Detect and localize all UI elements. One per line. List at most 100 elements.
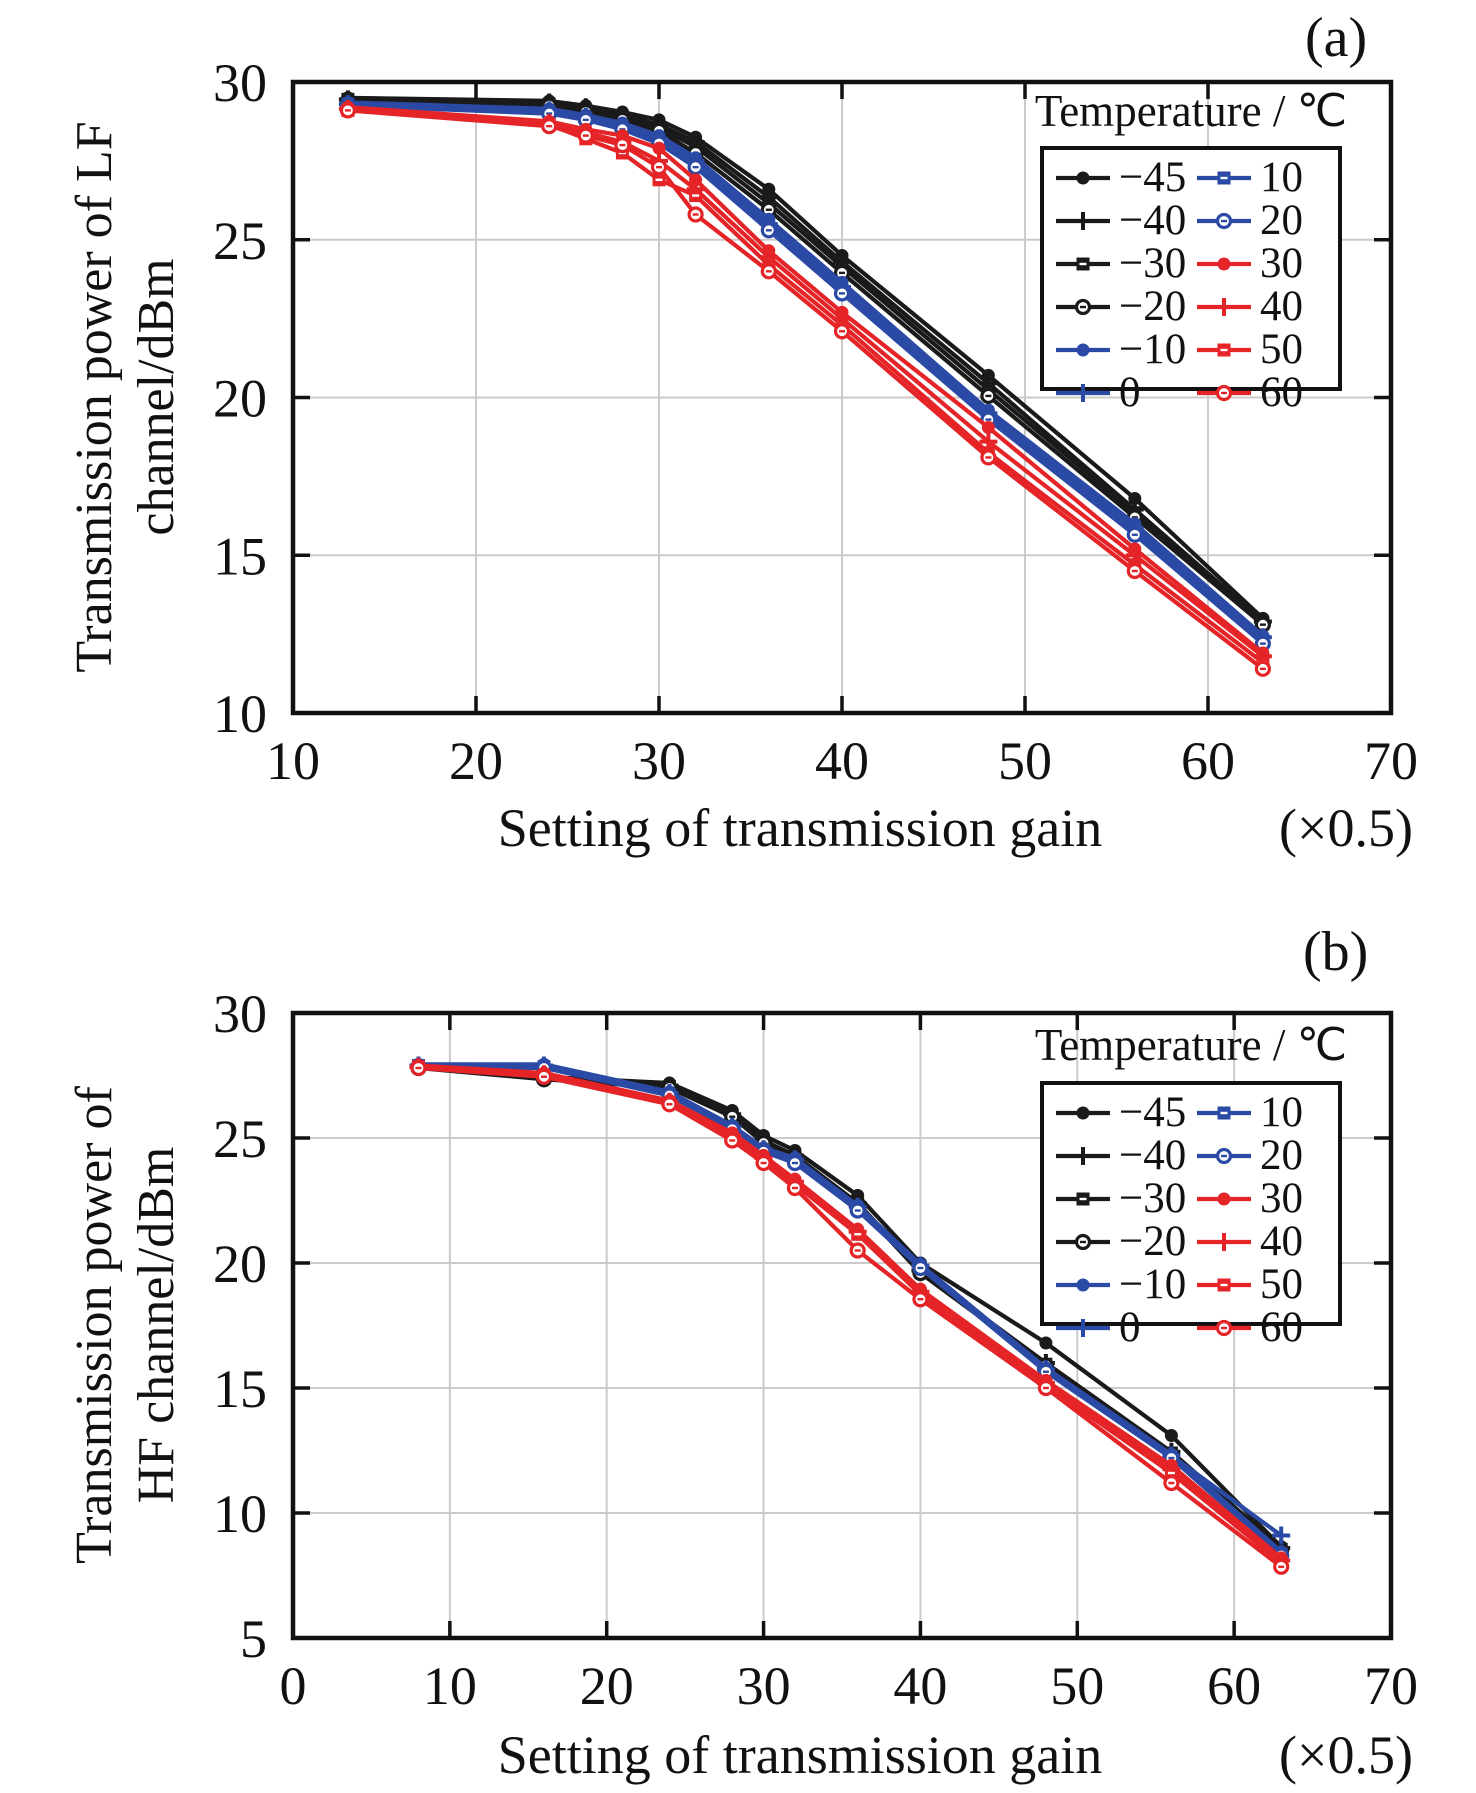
marker-plus <box>1272 1526 1291 1545</box>
marker-circle-open-dash <box>582 118 589 122</box>
marker-circle-open-dash <box>791 1186 798 1190</box>
x-tick-label: 30 <box>632 731 686 791</box>
marker-square-dash <box>1079 1197 1087 1200</box>
marker-circle-open-dash <box>1221 391 1227 394</box>
legend-swatch-50C <box>1197 343 1251 356</box>
marker-circle-open-dash <box>1259 667 1266 671</box>
legend-swatch--20C <box>1056 298 1110 315</box>
y-tick-label: 25 <box>213 211 267 271</box>
legend-swatch-0C <box>1056 383 1110 402</box>
marker-square-dash <box>1167 1471 1175 1475</box>
legend-entry-30C: 30 <box>1195 242 1336 285</box>
marker-square-dash <box>1220 176 1228 179</box>
legend-label--30C: −30 <box>1119 240 1187 287</box>
marker-square-dash <box>1220 348 1228 351</box>
marker-circle-open-dash <box>729 1115 736 1118</box>
legend-entry-0C: 0 <box>1054 371 1195 414</box>
marker-circle-open-dash <box>791 1161 798 1165</box>
y-tick-label: 30 <box>213 53 267 113</box>
legend-label-50C: 50 <box>1260 1261 1303 1308</box>
marker-circle-open-dash <box>854 1209 861 1212</box>
legend-entry--20C: −20 <box>1054 1220 1195 1263</box>
marker-circle-open-dash <box>344 109 351 112</box>
legend-entry-10C: 10 <box>1195 1091 1336 1134</box>
marker-circle-open-dash <box>765 208 772 211</box>
legend-label--40C: −40 <box>1119 1132 1187 1179</box>
legend-label-60C: 60 <box>1260 369 1303 416</box>
legend-label-20C: 20 <box>1260 197 1303 244</box>
legend-label-10C: 10 <box>1260 1089 1303 1136</box>
y-axis-label-b-line1: Transmission power of <box>66 1086 123 1564</box>
marker-circle-open-dash <box>729 1139 736 1142</box>
legend-label-20C: 20 <box>1260 1132 1303 1179</box>
legend-swatch--10C <box>1056 343 1110 356</box>
legend-label-30C: 30 <box>1260 1175 1303 1222</box>
marker-circle-open-dash <box>546 112 553 115</box>
marker-circle-open-dash <box>839 292 845 295</box>
legend-label-40C: 40 <box>1260 283 1303 330</box>
y-tick-label: 20 <box>213 369 267 429</box>
legend-entry-50C: 50 <box>1195 328 1336 371</box>
marker-circle-open-dash <box>985 394 992 398</box>
legend-label-60C: 60 <box>1260 1304 1303 1351</box>
y-tick-label: 10 <box>213 1484 267 1544</box>
marker-circle <box>1039 1336 1053 1350</box>
marker-square-dash <box>1220 1283 1228 1286</box>
marker-circle-open-dash <box>760 1161 767 1165</box>
series-markers-60C <box>339 102 1272 677</box>
marker-plus <box>1074 1146 1092 1165</box>
legend-title-a: Temperature / ℃ <box>1034 86 1348 136</box>
x-axis-label-b: Setting of transmission gain <box>497 1725 1103 1785</box>
marker-circle-open-dash <box>1131 569 1138 573</box>
x-tick-label: 0 <box>280 1656 307 1716</box>
x-tick-label: 20 <box>449 731 503 791</box>
x-axis-unit-b: (×0.5) <box>1279 1725 1413 1785</box>
marker-circle <box>1217 1192 1231 1205</box>
legend-label-40C: 40 <box>1260 1218 1303 1265</box>
marker-circle <box>652 141 666 155</box>
legend-entry--30C: −30 <box>1054 242 1195 285</box>
x-tick-label: 10 <box>266 731 320 791</box>
marker-circle <box>1128 491 1142 505</box>
marker-circle-open-dash <box>985 418 992 421</box>
marker-circle-open-dash <box>839 271 845 275</box>
marker-circle-open-dash <box>1221 219 1227 222</box>
marker-circle-open-dash <box>917 1266 924 1270</box>
marker-circle <box>689 173 703 187</box>
marker-circle <box>981 420 995 434</box>
marker-circle-open-dash <box>619 143 626 147</box>
marker-circle-open-dash <box>656 165 662 169</box>
x-axis-unit-a: (×0.5) <box>1279 798 1413 858</box>
legend-entry-60C: 60 <box>1195 1306 1336 1349</box>
legend-entry-20C: 20 <box>1195 199 1336 242</box>
marker-circle-open-dash <box>1168 1481 1175 1485</box>
marker-circle-open-dash <box>666 1103 673 1106</box>
marker-circle-open-dash <box>1131 533 1138 536</box>
x-tick-label: 20 <box>580 1656 634 1716</box>
marker-circle-open-dash <box>692 165 699 169</box>
legend-entry--30C: −30 <box>1054 1177 1195 1220</box>
legend-swatch-0C <box>1056 1318 1110 1337</box>
y-tick-label: 5 <box>240 1609 267 1669</box>
legend-swatch-40C <box>1197 297 1251 316</box>
legend-label--20C: −20 <box>1119 1218 1187 1265</box>
panel-label-a: (a) <box>1305 7 1368 69</box>
legend-label--40C: −40 <box>1119 197 1187 244</box>
x-tick-label: 60 <box>1181 731 1235 791</box>
marker-square-dash <box>1079 262 1087 265</box>
marker-circle-open-dash <box>1259 642 1266 645</box>
legend-entry--40C: −40 <box>1054 199 1195 242</box>
legend-swatch-10C <box>1197 1106 1251 1119</box>
y-axis-label-b: Transmission power of HF channel/dBm <box>62 945 190 1705</box>
y-axis-label-a: Transmission power of LF channel/dBm <box>62 17 190 777</box>
legend-title-b: Temperature / ℃ <box>1034 1020 1348 1070</box>
marker-circle-open-dash <box>1042 1370 1049 1373</box>
legend-entry-30C: 30 <box>1195 1177 1336 1220</box>
marker-circle-open-dash <box>765 270 772 273</box>
marker-circle-open-dash <box>540 1075 547 1078</box>
legend-entry-0C: 0 <box>1054 1306 1195 1349</box>
marker-circle-open-dash <box>415 1066 422 1070</box>
marker-circle-open-dash <box>765 229 772 232</box>
